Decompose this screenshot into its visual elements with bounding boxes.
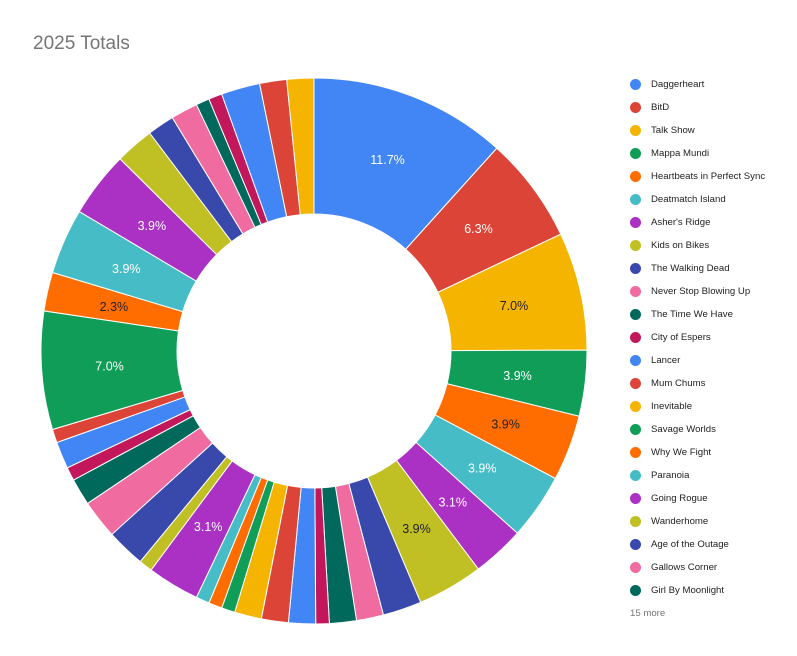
legend: Daggerheart BitD Talk Show Mappa Mundi Heart… (630, 78, 790, 619)
legend-item[interactable]: Gallows Corner (630, 561, 790, 584)
legend-label: Why We Fight (651, 447, 712, 458)
legend-item[interactable]: Mum Chums (630, 377, 790, 400)
slice-data-label: 7.0% (95, 359, 124, 373)
legend-item[interactable]: Paranoia (630, 469, 790, 492)
legend-swatch (630, 424, 641, 435)
legend-label: Kids on Bikes (651, 240, 710, 251)
legend-label: Asher's Ridge (651, 217, 711, 228)
legend-swatch (630, 332, 641, 343)
slice-data-label: 3.9% (503, 369, 532, 383)
legend-label: Paranoia (651, 470, 690, 481)
legend-item[interactable]: The Walking Dead (630, 262, 790, 285)
legend-label: Wanderhome (651, 516, 709, 527)
legend-swatch (630, 585, 641, 596)
legend-item[interactable]: Talk Show (630, 124, 790, 147)
legend-swatch (630, 79, 641, 90)
legend-swatch (630, 194, 641, 205)
legend-label: BitD (651, 102, 670, 113)
legend-label: Going Rogue (651, 493, 708, 504)
legend-swatch (630, 493, 641, 504)
legend-item[interactable]: Mappa Mundi (630, 147, 790, 170)
slice-data-label: 2.3% (100, 300, 129, 314)
legend-label: Gallows Corner (651, 562, 718, 573)
legend-label: Heartbeats in Perfect Sync (651, 171, 766, 182)
legend-item[interactable]: Savage Worlds (630, 423, 790, 446)
legend-label: Inevitable (651, 401, 693, 412)
slice-other-37[interactable] (286, 77, 315, 216)
legend-swatch (630, 286, 641, 297)
chart-title: 2025 Totals (33, 33, 130, 54)
slice-data-label: 3.9% (112, 262, 141, 276)
slice-data-label: 6.3% (464, 222, 493, 236)
legend-label: Girl By Moonlight (651, 585, 725, 596)
legend-item[interactable]: BitD (630, 101, 790, 124)
legend-item[interactable]: Kids on Bikes (630, 239, 790, 262)
legend-item[interactable]: City of Espers (630, 331, 790, 354)
legend-label: The Walking Dead (651, 263, 730, 274)
slice-data-label: 3.9% (402, 522, 431, 536)
legend-label: Talk Show (651, 125, 695, 136)
legend-label: Mum Chums (651, 378, 706, 389)
legend-label: Age of the Outage (651, 539, 729, 550)
legend-item[interactable]: Wanderhome (630, 515, 790, 538)
legend-swatch (630, 378, 641, 389)
legend-swatch (630, 240, 641, 251)
legend-swatch (630, 355, 641, 366)
legend-swatch (630, 470, 641, 481)
legend-label: Mappa Mundi (651, 148, 710, 159)
legend-swatch (630, 171, 641, 182)
legend-label: Deatmatch Island (651, 194, 726, 205)
slice-data-label: 3.9% (468, 462, 497, 476)
slice-data-label: 3.9% (138, 219, 167, 233)
slice-data-label: 3.1% (438, 495, 467, 509)
legend-label: Savage Worlds (651, 424, 716, 435)
legend-swatch (630, 562, 641, 573)
legend-swatch (630, 516, 641, 527)
legend-item[interactable]: Never Stop Blowing Up (630, 285, 790, 308)
legend-item[interactable]: Heartbeats in Perfect Sync (630, 170, 790, 193)
legend-item[interactable]: Girl By Moonlight (630, 584, 790, 607)
legend-swatch (630, 309, 641, 320)
legend-item[interactable]: Lancer (630, 354, 790, 377)
slice-data-label: 11.7% (370, 153, 405, 167)
legend-swatch (630, 263, 641, 274)
legend-label: Never Stop Blowing Up (651, 286, 751, 297)
legend-item[interactable]: Asher's Ridge (630, 216, 790, 239)
legend-label: Daggerheart (651, 79, 705, 90)
legend-item[interactable]: Inevitable (630, 400, 790, 423)
legend-item[interactable]: Why We Fight (630, 446, 790, 469)
slice-data-label: 3.9% (491, 417, 520, 431)
legend-swatch (630, 401, 641, 412)
legend-item[interactable]: Age of the Outage (630, 538, 790, 561)
legend-swatch (630, 148, 641, 159)
legend-swatch (630, 539, 641, 550)
legend-item[interactable]: Deatmatch Island (630, 193, 790, 216)
legend-swatch (630, 125, 641, 136)
legend-swatch (630, 102, 641, 113)
legend-swatch (630, 217, 641, 228)
legend-label: The Time We Have (651, 309, 733, 320)
legend-label: City of Espers (651, 332, 711, 343)
legend-swatch (630, 447, 641, 458)
legend-item[interactable]: Daggerheart (630, 78, 790, 101)
slice-data-label: 7.0% (500, 299, 529, 313)
legend-label: Lancer (651, 355, 681, 366)
slice-data-label: 3.1% (194, 520, 223, 534)
legend-item[interactable]: Going Rogue (630, 492, 790, 515)
legend-item[interactable]: The Time We Have (630, 308, 790, 331)
legend-more-link[interactable]: 15 more (630, 608, 666, 619)
